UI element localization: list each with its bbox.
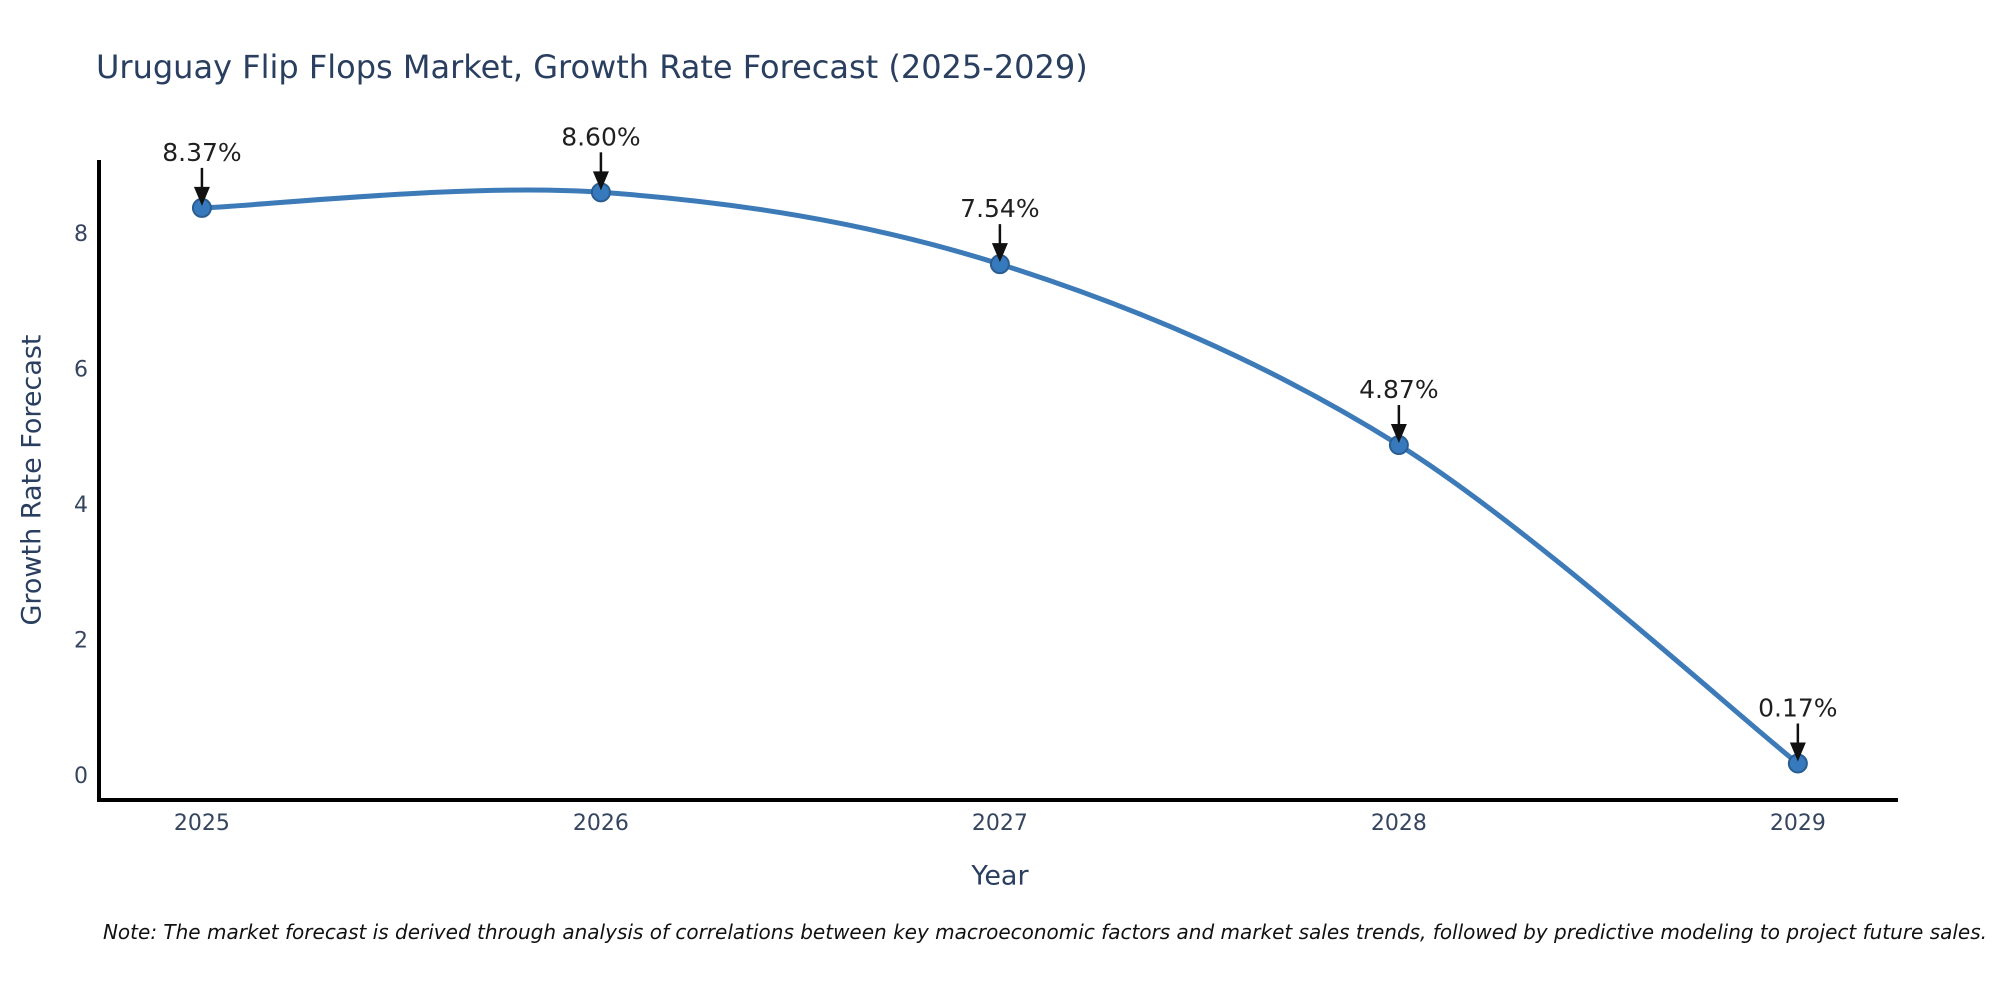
annotation-arrowhead-icon bbox=[193, 186, 210, 206]
y-tick-label: 4 bbox=[74, 493, 88, 518]
y-tick-label: 8 bbox=[74, 222, 88, 247]
x-tick-label: 2026 bbox=[573, 811, 629, 836]
y-tick-label: 6 bbox=[74, 357, 88, 382]
x-tick-label: 2029 bbox=[1770, 811, 1826, 836]
x-tick-label: 2025 bbox=[174, 811, 230, 836]
forecast-line bbox=[199, 187, 1801, 766]
point-annotation-label: 7.54% bbox=[960, 194, 1039, 223]
point-annotation-label: 8.60% bbox=[561, 122, 640, 151]
x-axis-title: Year bbox=[971, 860, 1029, 892]
annotation-arrowhead-icon bbox=[991, 243, 1008, 263]
point-annotation-label: 4.87% bbox=[1359, 375, 1438, 404]
y-tick-label: 0 bbox=[74, 764, 88, 789]
point-annotation-label: 0.17% bbox=[1758, 693, 1837, 722]
x-tick-label: 2027 bbox=[972, 811, 1028, 836]
x-tick-label: 2028 bbox=[1371, 811, 1427, 836]
chart-title: Uruguay Flip Flops Market, Growth Rate F… bbox=[96, 48, 1088, 86]
footnote: Note: The market forecast is derived thr… bbox=[102, 920, 1988, 944]
y-axis-title: Growth Rate Forecast bbox=[16, 334, 48, 626]
y-tick-label: 2 bbox=[74, 628, 88, 653]
point-annotation-label: 8.37% bbox=[162, 138, 241, 167]
annotation-arrowhead-icon bbox=[1789, 742, 1806, 762]
annotation-arrowhead-icon bbox=[1390, 424, 1407, 444]
annotation-arrowhead-icon bbox=[592, 171, 609, 191]
